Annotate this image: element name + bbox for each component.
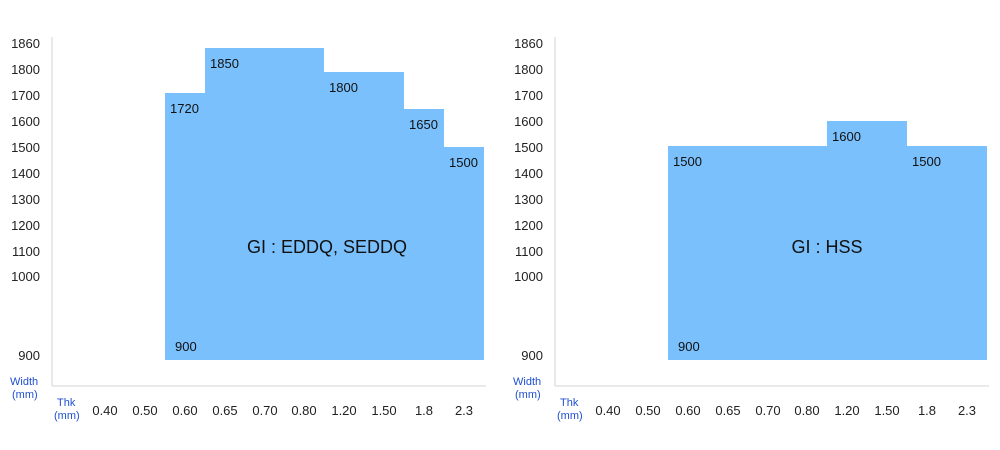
y-tick: 900 [18, 348, 40, 363]
chart-title: GI : EDDQ, SEDDQ [247, 237, 407, 257]
y-tick: 1100 [515, 244, 543, 259]
y-tick: 900 [521, 348, 543, 363]
x-tick: 0.80 [291, 403, 316, 418]
x-tick: 0.80 [794, 403, 819, 418]
y-tick: 1200 [514, 218, 543, 233]
x-tick: 2.3 [958, 403, 976, 418]
x-tick: 0.70 [755, 403, 780, 418]
chart-left: 1860 1800 1700 1600 1500 1400 1300 1200 … [10, 36, 486, 422]
x-tick: 1.20 [331, 403, 356, 418]
y-tick: 1000 [11, 269, 40, 284]
data-label: 1850 [210, 56, 239, 71]
y-tick: 1700 [11, 88, 40, 103]
y-axis-label-line-2: (mm) [12, 389, 38, 401]
y-tick: 1500 [514, 140, 543, 155]
x-tick: 0.70 [252, 403, 277, 418]
y-tick: 1600 [514, 114, 543, 129]
x-tick: 2.3 [455, 403, 473, 418]
x-tick: 1.8 [918, 403, 936, 418]
y-tick: 1800 [514, 62, 543, 77]
x-tick: 1.20 [834, 403, 859, 418]
data-label: 900 [678, 339, 700, 354]
y-tick: 1100 [12, 244, 40, 259]
data-label: 1720 [170, 101, 199, 116]
data-label: 1600 [832, 129, 861, 144]
x-axis-label-line-1: Thk [57, 397, 76, 409]
y-tick: 1400 [11, 166, 40, 181]
x-axis-label-line-1: Thk [560, 397, 579, 409]
x-tick: 0.40 [595, 403, 620, 418]
area-eddq-seddq [165, 48, 484, 360]
y-axis-label: Width (mm) [10, 376, 41, 401]
y-tick: 1860 [514, 36, 543, 51]
area-hss [668, 121, 987, 360]
x-axis-label-line-2: (mm) [54, 410, 80, 422]
x-tick: 0.65 [212, 403, 237, 418]
x-tick: 0.60 [172, 403, 197, 418]
chart-title: GI : HSS [791, 237, 862, 257]
y-axis-label-line-2: (mm) [515, 389, 541, 401]
y-tick: 1860 [11, 36, 40, 51]
y-axis-label-line-1: Width [10, 376, 38, 388]
y-tick: 1000 [514, 269, 543, 284]
y-tick: 1300 [514, 192, 543, 207]
y-tick: 1300 [11, 192, 40, 207]
x-tick: 0.50 [132, 403, 157, 418]
x-tick: 1.50 [371, 403, 396, 418]
x-axis-label-line-2: (mm) [557, 410, 583, 422]
data-label: 1500 [673, 154, 702, 169]
chart-right: 1860 1800 1700 1600 1500 1400 1300 1200 … [513, 36, 989, 422]
y-tick: 1400 [514, 166, 543, 181]
x-tick: 1.50 [874, 403, 899, 418]
x-tick: 0.50 [635, 403, 660, 418]
x-tick: 0.65 [715, 403, 740, 418]
x-tick: 0.40 [92, 403, 117, 418]
x-tick: 0.60 [675, 403, 700, 418]
x-tick: 1.8 [415, 403, 433, 418]
y-tick: 1500 [11, 140, 40, 155]
x-axis-label: Thk (mm) [54, 397, 80, 422]
y-tick: 1700 [514, 88, 543, 103]
data-label: 900 [175, 339, 197, 354]
y-axis-label-line-1: Width [513, 376, 541, 388]
y-tick: 1800 [11, 62, 40, 77]
y-tick: 1600 [11, 114, 40, 129]
x-axis-label: Thk (mm) [557, 397, 583, 422]
y-tick: 1200 [11, 218, 40, 233]
data-label: 1500 [449, 155, 478, 170]
y-axis-label: Width (mm) [513, 376, 544, 401]
data-label: 1650 [409, 117, 438, 132]
data-label: 1500 [912, 154, 941, 169]
data-label: 1800 [329, 80, 358, 95]
